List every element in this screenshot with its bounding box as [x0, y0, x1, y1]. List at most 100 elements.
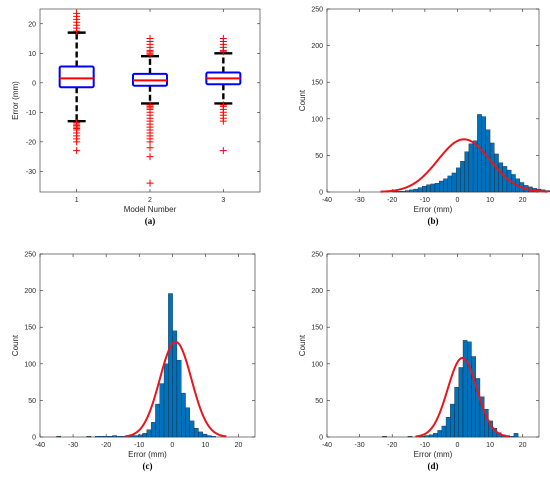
axes-frame	[326, 253, 540, 438]
histogram-bar	[172, 330, 178, 438]
histogram-bar	[211, 436, 216, 438]
histogram-bar	[133, 435, 139, 438]
histogram-bar	[437, 430, 442, 438]
histogram-bar	[405, 190, 410, 193]
y-tick-label: 50	[315, 153, 323, 160]
y-tick-label: 100	[311, 116, 323, 123]
outlier-marker	[146, 153, 154, 161]
panel-b-histogram: 0 50 100 150 200 250 -40 -30 -20 -10 0 10 20 Error (m…	[298, 7, 550, 226]
outlier-marker	[219, 147, 227, 155]
histogram-bar	[206, 435, 212, 438]
x-tick-label: 3	[221, 197, 225, 204]
x-tick-label: 10	[201, 442, 209, 449]
histogram-bar	[198, 431, 203, 438]
histogram-bar	[409, 189, 414, 193]
outlier-marker	[73, 147, 81, 155]
x-tick-label: -30	[68, 442, 78, 449]
histogram-bar	[185, 407, 191, 438]
histogram-bar	[451, 172, 457, 193]
panel-a-boxplot: -30 -20 -10 0 10 20 1 2 3 Model Number Error (mm) (…	[11, 8, 261, 226]
histogram-bar	[150, 422, 156, 438]
x-tick-label: 20	[235, 442, 243, 449]
histogram-bar	[417, 187, 423, 193]
box-model-3	[205, 35, 242, 155]
x-axis-title: Error (mm)	[128, 450, 167, 459]
histogram-bar	[498, 162, 503, 193]
box-model-2	[132, 35, 168, 187]
histogram-bar	[433, 433, 438, 438]
histogram-bar	[142, 433, 148, 438]
x-tick-label: 0	[456, 442, 460, 449]
y-tick-label: 250	[311, 252, 323, 259]
axes-frame	[39, 253, 256, 438]
histogram-bar	[86, 436, 92, 438]
x-tick-label: -40	[322, 197, 332, 204]
outlier-marker	[146, 144, 154, 152]
x-tick-label: -10	[420, 442, 430, 449]
outlier-marker	[146, 35, 154, 43]
normal-fit-curve	[380, 138, 548, 193]
y-axis-title: Count	[298, 89, 307, 111]
histogram-bar	[428, 434, 434, 438]
histogram-bar	[400, 191, 406, 193]
x-tick-label: 0	[456, 197, 460, 204]
histogram-bar	[181, 392, 186, 438]
y-tick-label: 150	[311, 325, 323, 332]
histogram-bar	[460, 161, 465, 193]
histogram-bars	[56, 293, 216, 438]
histogram-bar	[168, 293, 173, 438]
outlier-marker	[146, 179, 154, 187]
histogram-bar	[468, 143, 474, 193]
histogram-bar	[434, 183, 440, 193]
y-tick-label: 20	[28, 21, 36, 28]
x-tick-label: 1	[75, 197, 79, 204]
x-tick-label: -30	[355, 197, 365, 204]
histogram-bar	[441, 425, 447, 438]
histogram-bar	[471, 356, 476, 438]
histogram-bar	[116, 436, 122, 438]
y-axis-title: Count	[11, 334, 20, 356]
y-tick-label: 100	[311, 361, 323, 368]
histogram-bar	[159, 383, 165, 438]
outlier-marker	[73, 138, 81, 146]
outlier-marker	[146, 138, 154, 146]
outlier-marker	[73, 9, 81, 17]
y-tick-label: 250	[24, 252, 36, 259]
histogram-bar	[163, 363, 169, 438]
y-tick-label: 100	[24, 361, 36, 368]
histogram-bar	[407, 436, 413, 438]
histogram-bar	[189, 420, 195, 438]
y-tick-label: 200	[311, 288, 323, 295]
y-tick-label: -30	[26, 169, 36, 176]
x-axis-title: Error (mm)	[414, 205, 453, 214]
x-tick-label: -20	[387, 442, 397, 449]
histogram-bar	[513, 433, 519, 438]
y-tick-label: 50	[28, 398, 36, 405]
histogram-bar	[494, 153, 499, 193]
x-tick-label: -30	[355, 442, 365, 449]
x-tick-label: 20	[519, 197, 527, 204]
x-tick-label: -10	[420, 197, 430, 204]
x-tick-label: -20	[387, 197, 397, 204]
histogram-bar	[120, 436, 126, 438]
y-tick-label: 150	[24, 325, 36, 332]
panel-caption: (c)	[143, 461, 153, 471]
x-tick-label: 10	[486, 197, 494, 204]
histogram-bar	[477, 114, 482, 193]
y-tick-label: 0	[319, 435, 323, 442]
histogram-bar	[485, 129, 491, 193]
histogram-bars	[383, 114, 550, 193]
histogram-bar	[382, 436, 387, 438]
histogram-bar	[472, 140, 478, 193]
x-tick-label: -20	[101, 442, 111, 449]
histogram-bar	[467, 341, 472, 438]
y-tick-label: -10	[26, 110, 36, 117]
histogram-bar	[95, 436, 100, 438]
y-axis-title: Count	[298, 334, 307, 356]
histogram-bar	[454, 387, 459, 438]
panel-caption: (d)	[428, 461, 439, 471]
histogram-bar	[458, 367, 464, 438]
histogram-bar	[56, 436, 62, 438]
histogram-bar	[176, 359, 182, 438]
y-tick-label: 50	[315, 398, 323, 405]
